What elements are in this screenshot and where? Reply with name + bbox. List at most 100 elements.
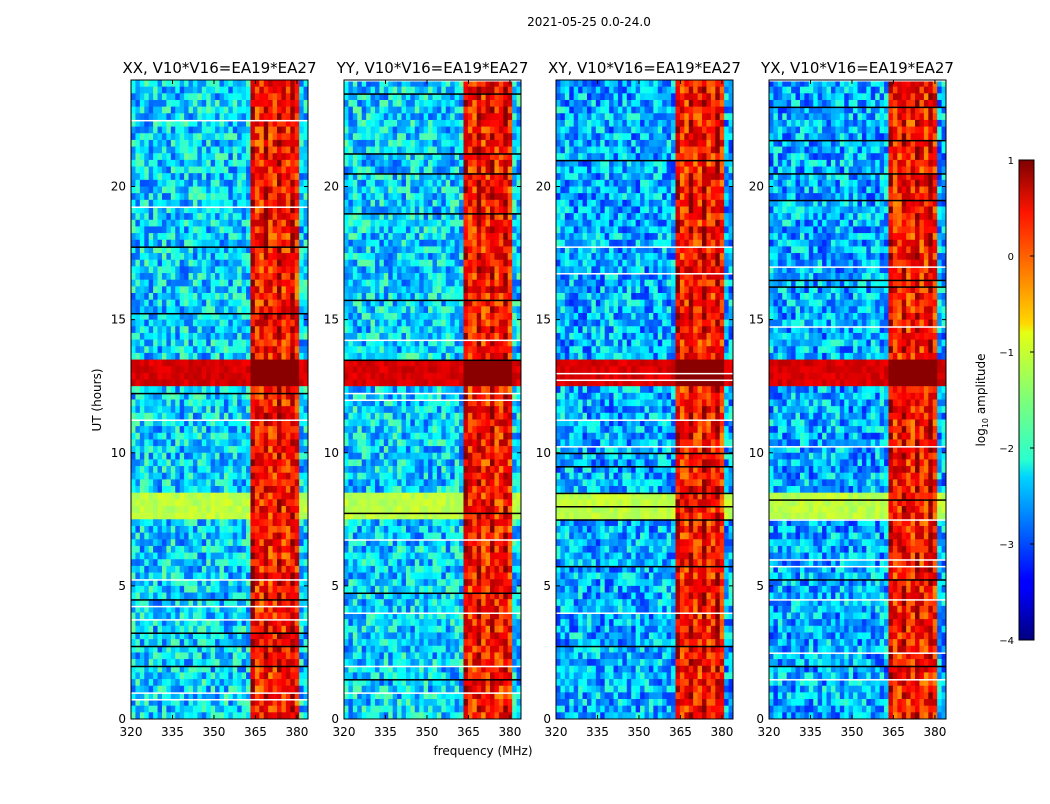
heatmap-cell [184, 639, 189, 646]
heatmap-cell [281, 153, 286, 160]
heatmap-cell [206, 260, 211, 267]
heatmap-cell [441, 160, 446, 167]
heatmap-cell [237, 266, 242, 273]
heatmap-cell [162, 506, 167, 513]
heatmap-cell [228, 226, 233, 233]
heatmap-cell [175, 706, 180, 713]
heatmap-cell [281, 107, 286, 114]
heatmap-cell [273, 526, 278, 533]
heatmap-cell [419, 200, 424, 207]
heatmap-cell [402, 107, 407, 114]
heatmap-cell [281, 706, 286, 713]
heatmap-cell [166, 473, 171, 480]
heatmap-cell [503, 167, 508, 174]
heatmap-cell [224, 626, 229, 633]
heatmap-cell [277, 546, 282, 553]
heatmap-cell [180, 519, 185, 526]
heatmap-cell [490, 87, 495, 94]
heatmap-cell [189, 160, 194, 167]
heatmap-cell [237, 293, 242, 300]
heatmap-cell [215, 226, 220, 233]
heatmap-cell [410, 107, 415, 114]
heatmap-cell [277, 539, 282, 546]
heatmap-cell [233, 453, 238, 460]
heatmap-cell [140, 320, 145, 327]
heatmap-cell [455, 233, 460, 240]
heatmap-cell [273, 300, 278, 307]
heatmap-cell [228, 300, 233, 307]
heatmap-cell [153, 533, 158, 540]
heatmap-cell [295, 167, 300, 174]
heatmap-cell [295, 499, 300, 506]
heatmap-cell [162, 533, 167, 540]
heatmap-cell [290, 333, 295, 340]
heatmap-cell [512, 240, 517, 247]
heatmap-cell [180, 672, 185, 679]
heatmap-cell [162, 639, 167, 646]
heatmap-cell [202, 326, 207, 333]
heatmap-cell [264, 400, 269, 407]
heatmap-cell [131, 639, 136, 646]
heatmap-cell [237, 593, 242, 600]
heatmap-cell [281, 546, 286, 553]
heatmap-cell [494, 226, 499, 233]
heatmap-cell [397, 193, 402, 200]
heatmap-cell [433, 120, 438, 127]
heatmap-cell [273, 686, 278, 693]
heatmap-cell [189, 479, 194, 486]
heatmap-cell [211, 233, 216, 240]
heatmap-cell [175, 413, 180, 420]
heatmap-cell [233, 386, 238, 393]
heatmap-cell [371, 240, 376, 247]
heatmap-cell [388, 107, 393, 114]
heatmap-cell [268, 233, 273, 240]
heatmap-cell [140, 127, 145, 134]
heatmap-cell [455, 113, 460, 120]
heatmap-cell [184, 626, 189, 633]
heatmap-cell [184, 679, 189, 686]
heatmap-cell [281, 613, 286, 620]
heatmap-cell [135, 326, 140, 333]
heatmap-cell [206, 652, 211, 659]
heatmap-cell [481, 220, 486, 227]
heatmap-cell [295, 233, 300, 240]
heatmap-cell [255, 546, 260, 553]
heatmap-cell [277, 233, 282, 240]
heatmap-cell [490, 107, 495, 114]
heatmap-cell [246, 193, 251, 200]
heatmap-cell [286, 300, 291, 307]
heatmap-cell [410, 133, 415, 140]
heatmap-cell [410, 226, 415, 233]
heatmap-cell [197, 413, 202, 420]
heatmap-cell [237, 672, 242, 679]
heatmap-cell [295, 426, 300, 433]
heatmap-cell [149, 260, 154, 267]
heatmap-cell [189, 679, 194, 686]
heatmap-cell [228, 340, 233, 347]
heatmap-cell [268, 459, 273, 466]
heatmap-cell [255, 253, 260, 260]
heatmap-cell [135, 386, 140, 393]
heatmap-cell [286, 93, 291, 100]
heatmap-cell [295, 293, 300, 300]
heatmap-cell [175, 426, 180, 433]
heatmap-cell [428, 226, 433, 233]
heatmap-cell [237, 652, 242, 659]
heatmap-cell [375, 260, 380, 267]
heatmap-cell [290, 240, 295, 247]
heatmap-cell [135, 200, 140, 207]
heatmap-cell [215, 153, 220, 160]
heatmap-cell [135, 100, 140, 107]
heatmap-cell [348, 206, 353, 213]
heatmap-cell [175, 266, 180, 273]
heatmap-cell [255, 140, 260, 147]
heatmap-cell [362, 246, 367, 253]
heatmap-cell [233, 320, 238, 327]
heatmap-cell [189, 706, 194, 713]
heatmap-cell [299, 200, 304, 207]
heatmap-cell [237, 473, 242, 480]
heatmap-cell [180, 266, 185, 273]
heatmap-cell [228, 539, 233, 546]
heatmap-cell [468, 87, 473, 94]
heatmap-cell [149, 226, 154, 233]
